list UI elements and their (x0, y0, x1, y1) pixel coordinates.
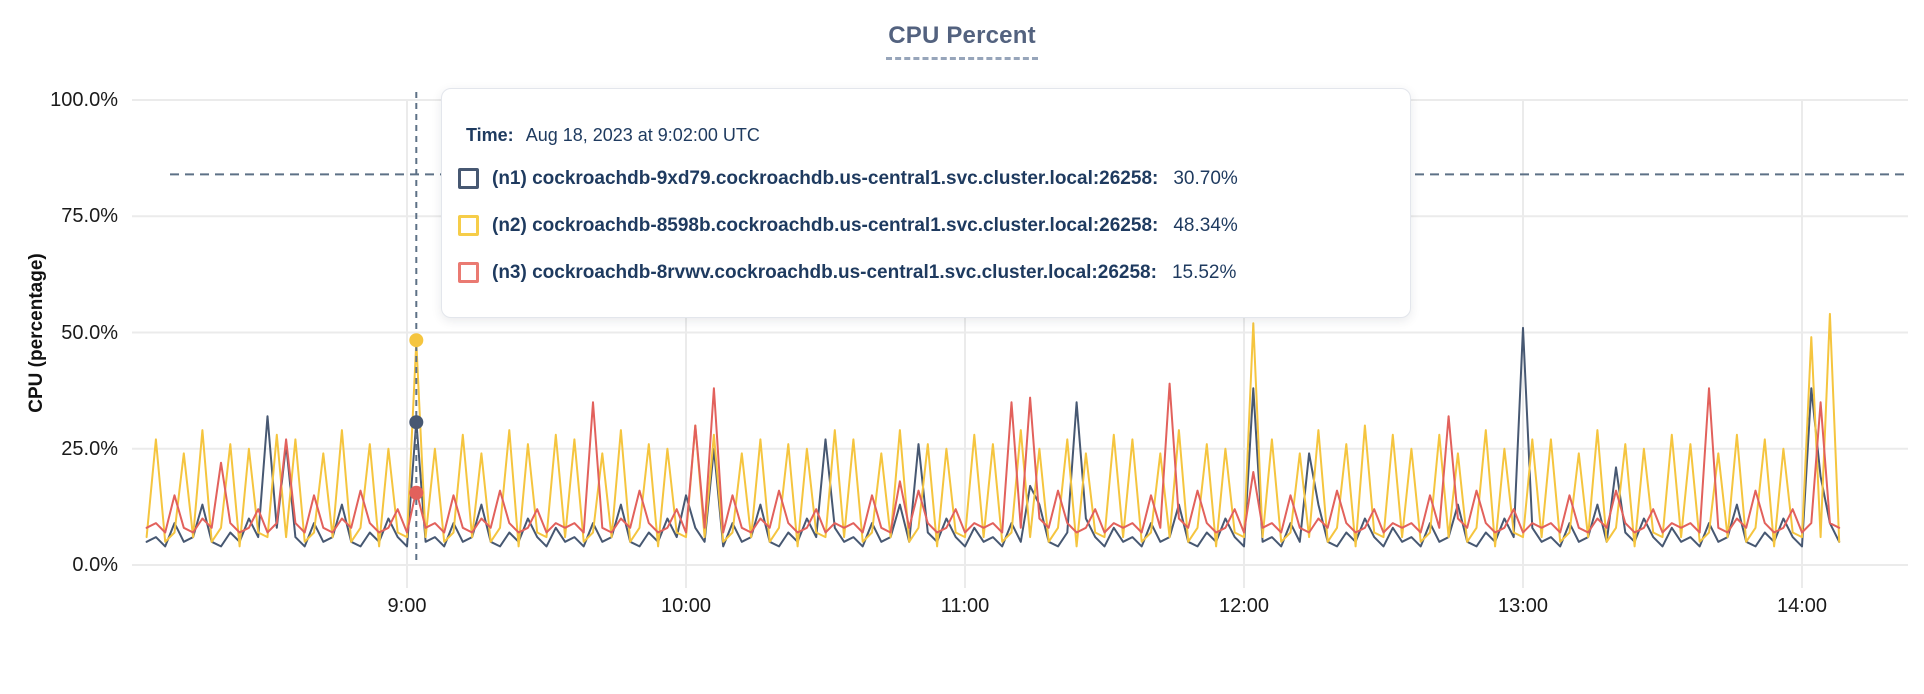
tooltip-series-row: (n3) cockroachdb-8rvwv.cockroachdb.us-ce… (458, 249, 1392, 296)
tooltip-series-row: (n2) cockroachdb-8598b.cockroachdb.us-ce… (458, 202, 1392, 249)
series-n1-value: 30.70% (1173, 167, 1238, 189)
chart-tooltip: Time: Aug 18, 2023 at 9:02:00 UTC (n1) c… (441, 88, 1411, 318)
y-tick-label: 100.0% (50, 89, 118, 111)
chart-header: CPU Percent (0, 22, 1924, 60)
y-tick-label: 50.0% (61, 321, 118, 344)
tooltip-time-row: Time: Aug 18, 2023 at 9:02:00 UTC (466, 115, 1392, 155)
series-n3-label: (n3) cockroachdb-8rvwv.cockroachdb.us-ce… (492, 261, 1157, 283)
tooltip-time-label: Time: (466, 124, 514, 145)
series-line (145, 382, 1841, 534)
x-tick-label: 14:00 (1776, 595, 1828, 617)
hover-point-n1 (409, 415, 424, 430)
x-tick-label: 13:00 (1497, 595, 1549, 617)
y-axis-title: CPU (percentage) (26, 253, 47, 413)
x-tick-label: 10:00 (660, 595, 712, 617)
tooltip-time-value: Aug 18, 2023 at 9:02:00 UTC (525, 124, 760, 145)
series-n1-color-swatch (458, 168, 479, 189)
chart-title: CPU Percent (886, 22, 1038, 60)
x-tick-label: 11:00 (940, 595, 990, 617)
x-tick-label: 9:00 (387, 595, 427, 617)
series-n1-label: (n1) cockroachdb-9xd79.cockroachdb.us-ce… (492, 167, 1159, 189)
series-n2-color-swatch (458, 215, 479, 236)
tooltip-series-row: (n1) cockroachdb-9xd79.cockroachdb.us-ce… (458, 155, 1392, 202)
series-n2-label: (n2) cockroachdb-8598b.cockroachdb.us-ce… (492, 214, 1159, 236)
y-tick-label: 75.0% (61, 205, 118, 228)
series-line (145, 326, 1841, 548)
series-n2-value: 48.34% (1173, 214, 1238, 236)
series-n3-value: 15.52% (1171, 261, 1237, 283)
hover-point-n3 (409, 485, 424, 500)
y-tick-label: 25.0% (61, 437, 118, 460)
hover-point-n2 (409, 333, 424, 348)
y-tick-label: 0.0% (72, 554, 118, 576)
series-line (145, 312, 1841, 548)
x-tick-label: 12:00 (1218, 595, 1270, 617)
series-n3-color-swatch (458, 262, 479, 283)
